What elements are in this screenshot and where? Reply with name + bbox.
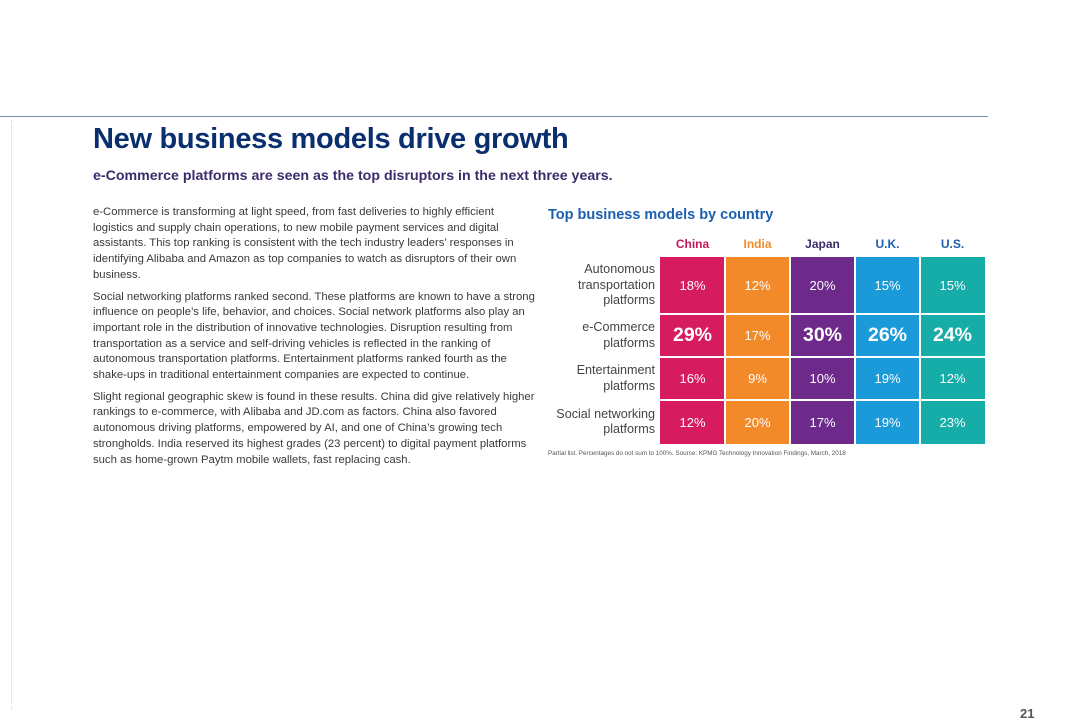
body-paragraph-3: Slight regional geographic skew is found… bbox=[93, 390, 535, 466]
row-label: Social networking platforms bbox=[556, 406, 655, 437]
chart-footnote: Partial list. Percentages do not sum to … bbox=[548, 450, 846, 457]
body-paragraph-2: Social networking platforms ranked secon… bbox=[93, 290, 535, 382]
table-gridline bbox=[854, 257, 856, 444]
header-divider bbox=[0, 116, 988, 117]
column-header-china: China bbox=[675, 237, 710, 251]
table-cell: 20% bbox=[790, 257, 855, 314]
table-cell: 9% bbox=[725, 357, 790, 400]
body-paragraph-1: e-Commerce is transforming at light spee… bbox=[93, 206, 517, 281]
table-gridline bbox=[919, 257, 921, 444]
table-cell: 16% bbox=[660, 357, 725, 400]
table-cell: 12% bbox=[660, 400, 725, 444]
table-cell: 23% bbox=[920, 400, 985, 444]
row-label: Autonomous transportation platforms bbox=[577, 262, 655, 308]
table-cell: 12% bbox=[920, 357, 985, 400]
table-gridline bbox=[724, 257, 726, 444]
chart-title: Top business models by country bbox=[548, 207, 774, 223]
table-cell: 19% bbox=[855, 400, 920, 444]
page-margin-rule bbox=[11, 120, 12, 710]
row-label: Entertainment platforms bbox=[576, 363, 655, 393]
table-gridline bbox=[789, 257, 791, 444]
table-cell: 20% bbox=[725, 400, 790, 444]
row-label: e-Commerce platforms bbox=[582, 320, 655, 350]
table-cell: 29% bbox=[660, 314, 725, 357]
page-title: New business models drive growth bbox=[93, 123, 569, 155]
table-cell: 15% bbox=[855, 257, 920, 314]
table-cell: 17% bbox=[725, 314, 790, 357]
page-subtitle: e-Commerce platforms are seen as the top… bbox=[93, 168, 613, 184]
table-cell: 17% bbox=[790, 400, 855, 444]
table-cell: 24% bbox=[920, 314, 985, 357]
body-text: e-Commerce is transforming at light spee… bbox=[93, 205, 535, 474]
table-cell: 19% bbox=[855, 357, 920, 400]
page-number: 21 bbox=[1020, 706, 1035, 721]
column-header-uk: U.K. bbox=[875, 237, 900, 251]
table-cell: 26% bbox=[855, 314, 920, 357]
table-cell: 18% bbox=[660, 257, 725, 314]
table-cell: 12% bbox=[725, 257, 790, 314]
table-cell: 30% bbox=[790, 314, 855, 357]
column-header-india: India bbox=[743, 237, 772, 251]
column-header-japan: Japan bbox=[805, 237, 840, 251]
table-gridline bbox=[660, 399, 986, 401]
table-gridline bbox=[660, 356, 986, 358]
table-gridline bbox=[660, 313, 986, 315]
table-cell: 10% bbox=[790, 357, 855, 400]
table-cell: 15% bbox=[920, 257, 985, 314]
column-header-us: U.S. bbox=[940, 237, 965, 251]
